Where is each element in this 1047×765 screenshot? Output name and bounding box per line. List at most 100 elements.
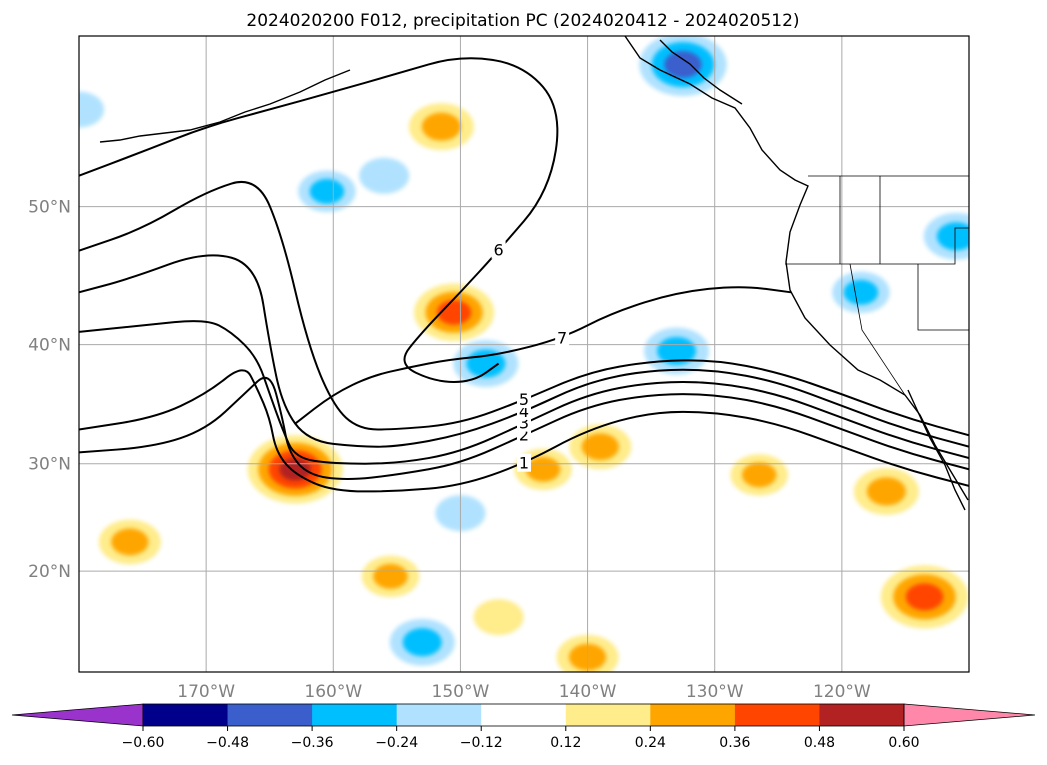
colorbar-bin [650,704,736,726]
contour-lines [79,57,969,493]
colorbar-tick-label: 0.60 [888,735,919,751]
colorbar-bin [734,704,820,726]
shaded-region [923,212,969,260]
contour-line [79,369,969,493]
shaded-region [414,283,495,342]
coastline-north-america [624,36,969,501]
shaded-region [880,565,969,629]
coastlines [99,36,969,511]
colorbar-tick-label: −0.24 [375,735,418,751]
colorbar: −0.60 −0.48 −0.36 −0.24 −0.12 0.12 0.24 0.36 0.4… [11,703,1036,751]
colorbar-tick-label: −0.48 [206,735,249,751]
shaded-region [832,271,890,314]
shaded-level [905,583,944,611]
coastline-alaska-islands [659,39,743,105]
colorbar-bin [565,704,651,726]
shaded-region [98,519,161,565]
shaded-region [79,91,104,128]
x-tick-label: 150°W [432,682,490,702]
colorbar-extend-min [11,703,144,727]
colorbar-tick-label: 0.48 [804,735,835,751]
coastline-baja [907,389,966,511]
x-tick-label: 120°W [813,682,871,702]
x-tick-label: 170°W [177,682,235,702]
colorbar-bin [227,704,313,726]
contour-label-bg [491,240,506,259]
colorbar-bin [819,704,905,726]
shaded-region [389,618,455,666]
shaded-level [359,157,410,194]
precipitation-shading [79,36,969,672]
contour-label: 3 [519,414,529,433]
shaded-level [79,91,104,128]
shaded-region [639,36,727,97]
colorbar-extend-max [903,703,1036,727]
y-tick-label: 30°N [28,455,71,475]
x-tick-label: 160°W [304,682,362,702]
map-background [79,36,969,672]
x-tick-label: 130°W [686,682,744,702]
contour-label: 1 [519,454,529,473]
shaded-level [309,178,345,204]
shaded-level [525,456,561,482]
shaded-level [421,112,461,141]
y-axis-ticks: 20°N 30°N 40°N 50°N [28,198,71,583]
contour-line [79,181,969,437]
contour-label: 6 [493,241,503,260]
chart-title: 2024020200 F012, precipitation PC (20240… [246,11,799,31]
shaded-level [866,477,906,506]
contour-label: 5 [519,390,529,409]
y-tick-label: 40°N [28,336,71,356]
colorbar-bin [143,704,229,726]
shaded-level [741,462,777,488]
colorbar-tick-label: 0.36 [719,735,750,751]
shaded-level [111,528,149,556]
contour-label: 2 [519,425,529,444]
graticule [79,36,969,672]
map-frame [78,35,970,673]
colorbar-tick-label: −0.36 [291,735,334,751]
shaded-region [473,599,524,636]
political-borders [785,175,969,396]
colorbar-tick-label: −0.60 [122,735,165,751]
shaded-level [664,51,702,79]
contour-line [79,376,969,481]
shaded-region [853,468,919,515]
shaded-level [936,222,969,251]
shaded-region [408,103,474,151]
contour-label: 4 [519,402,529,421]
colorbar-tick-label: 0.12 [550,735,581,751]
shaded-region [453,340,519,387]
colorbar-tick-label: −0.12 [460,735,503,751]
aleutian-islands [99,69,351,143]
x-axis-ticks: 170°W 160°W 150°W 140°W 130°W 120°W [177,682,871,702]
contour-line [79,320,969,465]
y-tick-label: 20°N [28,562,71,582]
colorbar-outline [142,703,905,727]
contour-line [79,57,559,383]
contour-line [294,286,792,425]
shaded-region [298,170,356,213]
shaded-region [359,157,410,194]
contour-label-bg [517,390,531,409]
contour-label: 7 [557,328,567,347]
shaded-level [473,599,524,636]
colorbar-tick-label: 0.24 [635,735,666,751]
shaded-level [436,300,472,325]
colorbar-bin [396,704,482,726]
shaded-level [402,628,442,657]
y-tick-label: 50°N [28,198,71,218]
shaded-level [581,433,619,461]
contour-line [79,254,969,448]
colorbar-bin [481,704,567,726]
shaded-level [373,563,408,589]
shaded-region [644,327,710,375]
colorbar-bin [312,704,398,726]
shaded-region [247,435,343,504]
shaded-level [657,336,697,366]
shaded-region [361,555,420,598]
x-tick-label: 140°W [559,682,617,702]
contour-label-bg [517,453,531,472]
